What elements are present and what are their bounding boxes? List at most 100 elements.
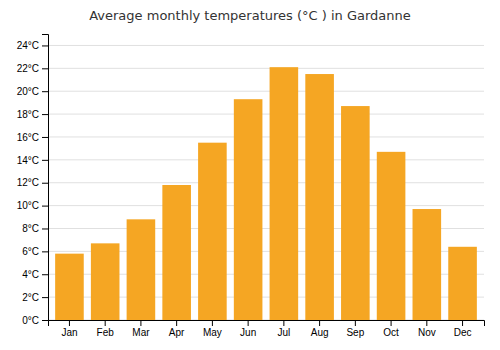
x-tick: Dec [454,320,472,338]
bar [91,243,120,320]
y-tick-label: 16°C [17,132,39,143]
grid-line [48,45,484,46]
x-tick: Jan [61,320,77,338]
grid-line [48,91,484,92]
y-tick-label: 6°C [22,246,39,257]
y-tick-mark [42,91,48,92]
bar [55,254,84,320]
y-tick-label: 18°C [17,109,39,120]
y-tick-mark [42,183,48,184]
x-tick: Mar [132,320,150,338]
x-tick: Jul [277,320,290,338]
y-tick-mark [42,206,48,207]
x-tick-label: Jun [240,327,256,338]
y-tick-label: 0°C [22,315,39,326]
y-tick: 18°C [17,109,48,120]
grid-line [48,136,484,137]
x-tick-label: Jul [277,327,290,338]
x-tick-mark [426,320,427,326]
x-tick-mark [283,320,284,326]
x-tick: Sep [346,320,364,338]
chart-svg: 0°C 2°C 4°C 6°C 8°C 10°C 12°C 14°C 16°C 18°C 20°C 2… [0,0,500,350]
grid-line [48,114,484,115]
y-tick: 10°C [17,200,48,211]
x-tick-mark [212,320,213,326]
x-tick-mark [319,320,320,326]
bar [413,209,442,320]
x-tick: May [203,320,222,338]
y-tick: 4°C [22,269,48,280]
y-tick: 8°C [22,223,48,234]
x-tick-mark [176,320,177,326]
x-tick: Feb [97,320,115,338]
y-tick: 24°C [17,40,48,51]
y-tick-mark [42,114,48,115]
x-tick: Nov [418,320,436,338]
plot: 0°C 2°C 4°C 6°C 8°C 10°C 12°C 14°C 16°C 18°C 20°C 2… [17,35,485,339]
y-tick: 0°C [22,315,48,326]
x-tick-label: Oct [383,327,399,338]
y-tick-mark [42,137,48,138]
x-tick-mark [248,320,249,326]
x-tick-mark [105,320,106,326]
y-tick: 12°C [17,177,48,188]
grid-line [48,182,484,183]
grid-line [48,159,484,160]
title: Average monthly temperatures (°C ) in Ga… [89,8,411,23]
bar [234,99,263,320]
y-tick-label: 12°C [17,177,39,188]
y-tick-mark [42,297,48,298]
y-tick: 22°C [17,63,48,74]
y-tick-mark [42,160,48,161]
bar [198,143,227,320]
bars [55,67,477,320]
y-tick-label: 2°C [22,292,39,303]
x-tick: Apr [169,320,185,338]
x-tick: Oct [383,320,399,338]
x-tick-label: Aug [311,327,329,338]
y-tick-mark [42,68,48,69]
y-tick-mark [42,45,48,46]
y-tick-label: 4°C [22,269,39,280]
grid [48,45,484,320]
x-tick-mark [69,320,70,326]
x-tick-label: Nov [418,327,436,338]
bar [305,74,334,320]
bar [341,106,370,320]
y-tick-mark [42,251,48,252]
bar [270,67,299,320]
x-tick-mark [140,320,141,326]
y-tick: 14°C [17,155,48,166]
chart-container: 0°C 2°C 4°C 6°C 8°C 10°C 12°C 14°C 16°C 18°C 20°C 2… [0,0,500,350]
x-tick-label: Mar [132,327,150,338]
bar [127,219,156,320]
y-tick-label: 10°C [17,200,39,211]
y-tick: 6°C [22,246,48,257]
x-tick-mark [391,320,392,326]
bar [162,185,191,320]
y-axis: 0°C 2°C 4°C 6°C 8°C 10°C 12°C 14°C 16°C 18°C 20°C 2… [17,35,49,326]
x-tick: Aug [311,320,329,338]
bar [377,152,406,320]
y-tick-label: 22°C [17,63,39,74]
grid-line [48,68,484,69]
x-tick-label: Jan [61,327,77,338]
grid-line [48,205,484,206]
x-tick-label: Apr [169,327,185,338]
x-axis-line [49,321,485,327]
x-tick-label: Feb [97,327,115,338]
y-tick-label: 8°C [22,223,39,234]
y-tick-mark [42,228,48,229]
x-tick-label: Dec [454,327,472,338]
x-tick-label: Sep [346,327,364,338]
y-tick-mark [42,320,48,321]
y-axis-line [42,35,49,321]
y-tick: 2°C [22,292,48,303]
y-tick-label: 14°C [17,155,39,166]
y-tick-label: 20°C [17,86,39,97]
x-tick-label: May [203,327,222,338]
x-tick-mark [355,320,356,326]
bar [448,247,477,320]
y-tick-mark [42,274,48,275]
x-axis: Jan Feb Mar Apr May Jun Jul Aug Sep Oct Nov Dec [49,320,485,338]
